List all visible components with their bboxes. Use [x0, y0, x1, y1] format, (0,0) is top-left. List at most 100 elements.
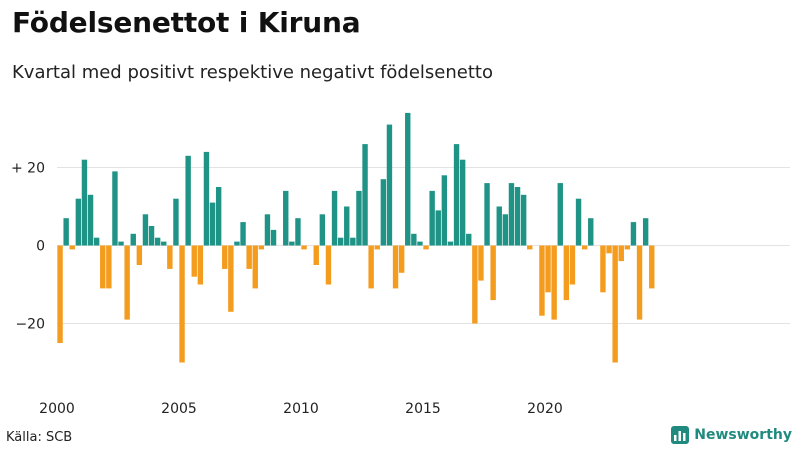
bar	[612, 245, 618, 363]
bar	[411, 233, 417, 246]
bar	[350, 237, 356, 246]
bar	[124, 245, 130, 320]
bar	[575, 198, 582, 246]
bar	[514, 187, 521, 246]
bar	[588, 218, 594, 246]
bar	[642, 218, 649, 246]
chart-subtitle: Kvartal med positivt respektive negativt…	[12, 62, 493, 83]
bar	[179, 245, 185, 363]
bar	[472, 245, 478, 324]
bar	[209, 202, 216, 246]
bar	[569, 245, 576, 285]
brand-name: Newsworthy	[694, 427, 792, 443]
y-tick-label: + 20	[11, 161, 45, 177]
bar	[368, 245, 374, 289]
bar	[270, 229, 277, 246]
bar	[459, 159, 466, 246]
bar	[539, 245, 545, 316]
x-tick-label: 2005	[161, 401, 197, 417]
bar	[203, 151, 210, 246]
bar	[429, 190, 435, 246]
bar	[191, 245, 197, 277]
bar	[466, 233, 472, 246]
bar	[417, 241, 423, 246]
bar	[228, 245, 234, 312]
bar	[258, 245, 265, 250]
bar	[63, 218, 69, 246]
bar	[435, 210, 441, 246]
bar	[93, 237, 100, 246]
bar	[57, 245, 63, 343]
bar	[630, 222, 637, 246]
source-note: Källa: SCB	[6, 430, 73, 445]
bar	[264, 214, 271, 246]
bar	[636, 245, 643, 320]
bar	[136, 245, 143, 265]
bar	[301, 245, 307, 250]
bar	[222, 245, 228, 269]
bar	[380, 179, 387, 246]
bar	[325, 245, 332, 285]
bar	[520, 194, 527, 246]
x-tick-label: 2000	[39, 401, 75, 417]
bar	[148, 226, 155, 246]
bar	[185, 155, 191, 246]
bar	[496, 206, 502, 246]
bars	[57, 112, 655, 363]
bar	[167, 245, 173, 269]
bar	[173, 198, 179, 246]
bar	[252, 245, 258, 289]
bar	[453, 144, 460, 246]
bar	[624, 245, 631, 250]
bar	[87, 194, 94, 246]
bar	[423, 245, 429, 250]
bar	[581, 245, 588, 250]
bar	[246, 245, 252, 269]
bar	[618, 245, 624, 262]
bar	[563, 245, 570, 301]
x-tick-label: 2020	[527, 401, 563, 417]
bar	[112, 171, 118, 246]
bar	[392, 245, 399, 289]
bar	[118, 241, 124, 246]
bar	[331, 190, 338, 246]
bar	[240, 222, 246, 246]
y-tick-label: −20	[15, 317, 45, 333]
y-tick-label: 0	[36, 239, 45, 255]
bar	[398, 245, 405, 273]
bar	[344, 206, 350, 246]
x-tick-label: 2015	[405, 401, 441, 417]
bar	[313, 245, 319, 265]
bar	[600, 245, 606, 293]
bar	[106, 245, 112, 289]
bar	[130, 233, 136, 246]
bar	[362, 144, 368, 246]
bar	[484, 183, 490, 246]
chart-title: Födelsenettot i Kiruna	[12, 6, 361, 39]
bar	[81, 159, 88, 246]
bar	[478, 245, 484, 281]
bar	[551, 245, 557, 320]
bar	[374, 245, 380, 250]
bar	[405, 112, 411, 246]
bar	[337, 237, 344, 246]
x-axis-ticks: 2000 2005 2010 2015 2020	[39, 401, 563, 417]
bar	[502, 214, 509, 246]
bar	[490, 245, 496, 301]
bar	[386, 124, 393, 246]
bar	[545, 245, 551, 293]
bar	[197, 245, 204, 285]
bar	[295, 218, 301, 246]
bar-chart-logo-icon	[671, 426, 690, 444]
bar	[100, 245, 106, 289]
bar	[649, 245, 655, 289]
bar	[69, 245, 75, 250]
bar	[234, 241, 240, 246]
bar	[283, 190, 289, 246]
bar	[289, 241, 295, 246]
bar	[319, 214, 326, 246]
bar	[606, 245, 612, 254]
bar	[154, 237, 161, 246]
bar	[356, 190, 362, 246]
bar	[447, 241, 454, 246]
